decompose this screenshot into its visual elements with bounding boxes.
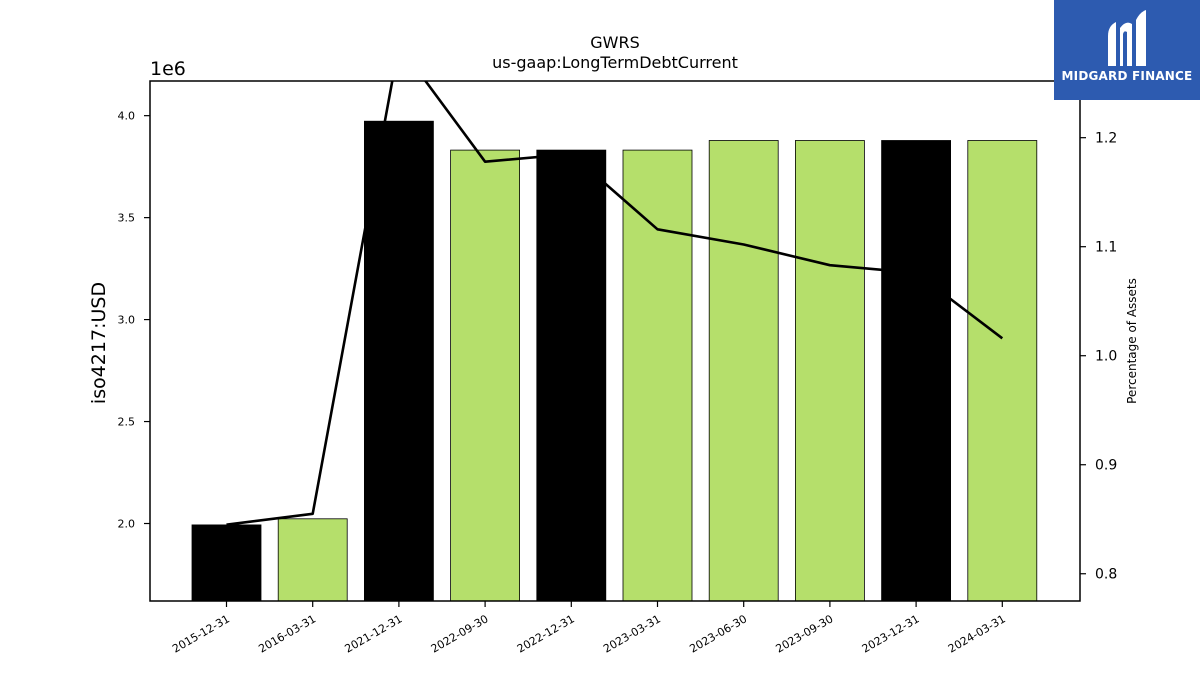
bar-2023-12-31 [881,140,951,602]
x-tick-label: 2016-03-31 [256,612,318,655]
y2-tick-label: 1.1 [1095,240,1117,256]
y2-axis: 0.8 0.9 1.0 1.1 1.2 [1080,131,1117,583]
x-tick-label: 2023-09-30 [774,612,836,655]
bar-2024-03-31 [967,140,1038,602]
x-tick-label: 2022-09-30 [429,612,491,655]
x-tick-label: 2023-12-31 [860,612,922,655]
y2-tick-label: 0.9 [1095,458,1117,474]
bar-2023-09-30 [795,140,865,602]
x-axis: 2015-12-31 2016-03-31 2021-12-31 2022-09-30… [170,601,1008,656]
x-tick-label: 2023-03-31 [601,612,663,655]
chart-title: GWRS [590,33,640,52]
y-tick-label: 3.0 [118,314,136,327]
line-series-group [226,81,1004,526]
bar-2015-12-31 [191,524,262,602]
y2-tick-label: 1.2 [1095,131,1117,147]
x-tick-label: 2022-12-31 [515,612,577,655]
percentage-of-assets-line [226,81,1004,526]
x-tick-label: 2015-12-31 [170,612,232,655]
bar-2022-12-31 [536,149,607,602]
y-axis-offset-label: 1e6 [150,58,186,80]
y-tick-label: 4.0 [118,110,136,123]
y-tick-label: 3.5 [118,212,136,225]
y-axis-label: iso4217:USD [88,282,110,404]
bar-2016-03-31 [277,518,348,602]
bar-group [191,120,1038,602]
bar-2023-06-30 [708,140,779,602]
bar-2023-03-31 [622,149,693,602]
y-axis: 2.0 2.5 3.0 3.5 4.0 [118,110,150,531]
y-tick-label: 2.0 [118,518,136,531]
plot-frame [149,80,1081,602]
x-tick-label: 2021-12-31 [343,612,405,655]
brand-logo: MIDGARD FINANCE [1054,0,1200,100]
midgard-logo-icon [1108,10,1146,67]
x-tick-label: 2023-06-30 [687,612,749,655]
brand-name: MIDGARD FINANCE [1061,69,1193,83]
bar-2021-12-31 [363,120,434,602]
chart-subtitle: us-gaap:LongTermDebtCurrent [492,53,738,72]
bar-2022-09-30 [450,149,521,602]
x-tick-label: 2024-03-31 [946,612,1008,655]
y2-tick-label: 0.8 [1095,567,1117,583]
y2-axis-label: Percentage of Assets [1125,278,1139,404]
y2-tick-label: 1.0 [1095,349,1117,365]
y-tick-label: 2.5 [118,416,136,429]
